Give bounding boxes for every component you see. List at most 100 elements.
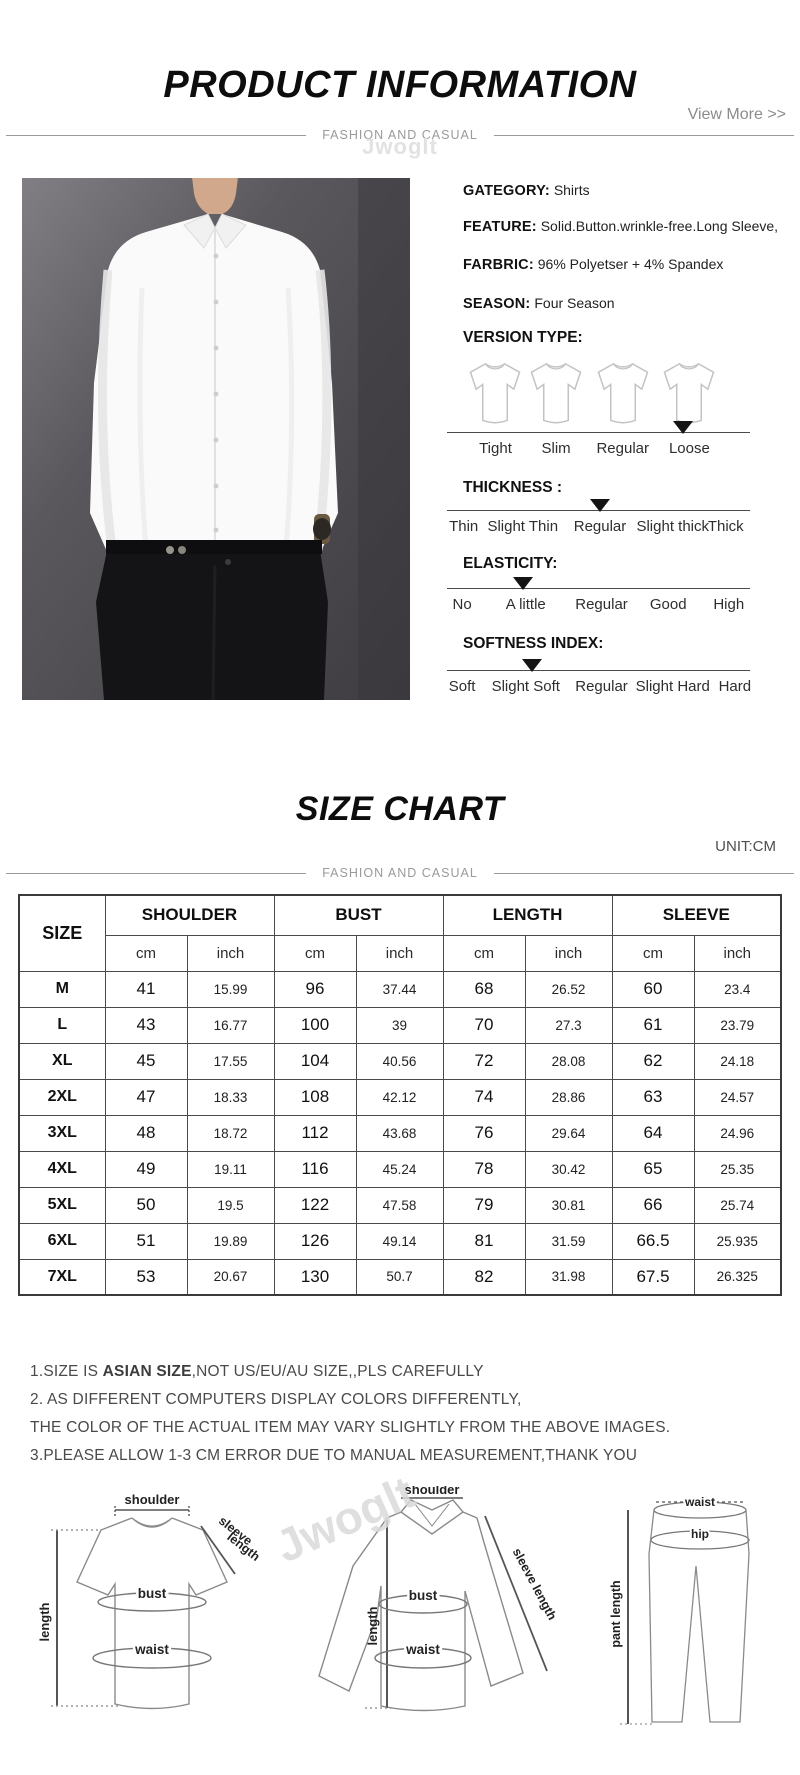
table-cell: 15.99 bbox=[186, 970, 275, 1008]
table-cell: 64 bbox=[611, 1114, 695, 1152]
table-cell: 4XL bbox=[18, 1150, 106, 1188]
table-cell: 5XL bbox=[18, 1186, 106, 1224]
scale-option-label: Slight Thin bbox=[487, 518, 559, 535]
elasticity-scale: No A little Regular Good High bbox=[447, 577, 750, 630]
table-cell: 43 bbox=[104, 1006, 188, 1044]
table-cell: 49 bbox=[104, 1150, 188, 1188]
table-cell: 82 bbox=[442, 1258, 526, 1296]
col-header: SIZE bbox=[18, 894, 106, 972]
table-cell: 3XL bbox=[18, 1114, 106, 1152]
table-cell: 28.86 bbox=[524, 1078, 613, 1116]
table-row: L 43 16.77 100 39 70 27.3 61 23.79 bbox=[18, 1006, 782, 1044]
table-cell: 16.77 bbox=[186, 1006, 275, 1044]
waist-label: waist bbox=[134, 1642, 169, 1657]
table-cell: 47 bbox=[104, 1078, 188, 1116]
tshirt-measure-diagram: shoulder length sleeve length bust waist bbox=[37, 1492, 263, 1710]
brand-watermark: Jwoglt bbox=[362, 134, 438, 159]
table-cell: 68 bbox=[442, 970, 526, 1008]
softness-label: SOFTNESS INDEX: bbox=[463, 635, 604, 652]
table-cell: 70 bbox=[442, 1006, 526, 1044]
table-cell: 65 bbox=[611, 1150, 695, 1188]
table-cell: 51 bbox=[104, 1222, 188, 1260]
table-header-row: SIZE SHOULDER BUST LENGTH SLEEVE bbox=[18, 894, 782, 972]
table-cell: 50 bbox=[104, 1186, 188, 1224]
scale-option-label: A little bbox=[505, 596, 546, 613]
table-cell: 112 bbox=[273, 1114, 357, 1152]
page-title: PRODUCT INFORMATION bbox=[163, 64, 637, 106]
col-header: cm bbox=[611, 934, 695, 972]
tshirt-icon bbox=[525, 360, 587, 426]
asian-size-emphasis: ASIAN SIZE bbox=[102, 1363, 192, 1380]
table-row: 4XL 49 19.11 116 45.24 78 30.42 65 25.35 bbox=[18, 1150, 782, 1188]
thickness-scale: Thin Slight Thin Regular Slight thick Th… bbox=[447, 499, 750, 552]
table-cell: 25.935 bbox=[693, 1222, 782, 1260]
scale-option-label: High bbox=[713, 596, 745, 613]
table-row: 6XL 51 19.89 126 49.14 81 31.59 66.5 25.… bbox=[18, 1222, 782, 1260]
table-cell: 116 bbox=[273, 1150, 357, 1188]
table-cell: 63 bbox=[611, 1078, 695, 1116]
col-header: inch bbox=[524, 934, 613, 972]
selected-marker-icon bbox=[521, 659, 542, 672]
bust-label: bust bbox=[138, 1586, 167, 1601]
version-type-label: VERSION TYPE: bbox=[463, 329, 583, 346]
scale-option-label: Slight thick bbox=[636, 518, 710, 535]
version-type-scale: Tight Slim Regular Loose bbox=[447, 421, 750, 474]
table-cell: 19.89 bbox=[186, 1222, 275, 1260]
pant-length-label: pant length bbox=[609, 1580, 623, 1647]
col-header: LENGTH bbox=[442, 894, 613, 936]
waist-label: waist bbox=[405, 1642, 440, 1657]
col-header: inch bbox=[693, 934, 782, 972]
note-line: 2. AS DIFFERENT COMPUTERS DISPLAY COLORS… bbox=[30, 1391, 522, 1408]
table-cell: 6XL bbox=[18, 1222, 106, 1260]
col-header: cm bbox=[273, 934, 357, 972]
table-row: 3XL 48 18.72 112 43.68 76 29.64 64 24.96 bbox=[18, 1114, 782, 1152]
scale-option-label: Tight bbox=[479, 440, 512, 457]
scale-option-label: Loose bbox=[668, 440, 710, 457]
pants-measure-diagram: waist hip pant length bbox=[609, 1494, 750, 1725]
table-cell: 27.3 bbox=[524, 1006, 613, 1044]
table-row: 7XL 53 20.67 130 50.7 82 31.98 67.5 26.3… bbox=[18, 1258, 782, 1296]
table-cell: 19.5 bbox=[186, 1186, 275, 1224]
table-row: M 41 15.99 96 37.44 68 26.52 60 23.4 bbox=[18, 970, 782, 1008]
spec-season: SEASON: Four Season bbox=[463, 295, 615, 312]
scale-option-label: Regular bbox=[573, 518, 627, 535]
table-cell: 41 bbox=[104, 970, 188, 1008]
col-header: SHOULDER bbox=[104, 894, 275, 936]
scale-option-label: Good bbox=[649, 596, 687, 613]
spec-feature: FEATURE: Solid.Button.wrinkle-free.Long … bbox=[463, 218, 779, 235]
table-cell: 104 bbox=[273, 1042, 357, 1080]
belt bbox=[106, 540, 322, 554]
watch bbox=[313, 514, 331, 544]
table-cell: 26.325 bbox=[693, 1258, 782, 1296]
note-line: 3.PLEASE ALLOW 1-3 CM ERROR DUE TO MANUA… bbox=[30, 1447, 638, 1464]
table-cell: 25.35 bbox=[693, 1150, 782, 1188]
thickness-label: THICKNESS : bbox=[463, 479, 563, 496]
product-photo bbox=[22, 178, 410, 700]
scale-option-label: Slight Soft bbox=[491, 678, 560, 695]
table-cell: 20.67 bbox=[186, 1258, 275, 1296]
table-cell: 18.72 bbox=[186, 1114, 275, 1152]
collar bbox=[214, 213, 247, 249]
spec-category: GATEGORY: Shirts bbox=[463, 182, 590, 199]
tshirt-icon bbox=[658, 360, 720, 426]
table-cell: 30.42 bbox=[524, 1150, 613, 1188]
table-cell: 43.68 bbox=[355, 1114, 444, 1152]
col-header: inch bbox=[186, 934, 275, 972]
table-cell: 19.11 bbox=[186, 1150, 275, 1188]
table-cell: 45.24 bbox=[355, 1150, 444, 1188]
table-cell: 126 bbox=[273, 1222, 357, 1260]
table-cell: 76 bbox=[442, 1114, 526, 1152]
size-notes: 1.SIZE IS ASIAN SIZE,NOT US/EU/AU SIZE,,… bbox=[30, 1358, 775, 1470]
table-cell: 2XL bbox=[18, 1078, 106, 1116]
buttons bbox=[213, 253, 219, 533]
hip-label: hip bbox=[691, 1527, 709, 1541]
col-header: SLEEVE bbox=[611, 894, 782, 936]
table-cell: 62 bbox=[611, 1042, 695, 1080]
table-cell: 130 bbox=[273, 1258, 357, 1296]
table-cell: 66.5 bbox=[611, 1222, 695, 1260]
table-cell: 24.18 bbox=[693, 1042, 782, 1080]
table-cell: 25.74 bbox=[693, 1186, 782, 1224]
table-cell: 23.4 bbox=[693, 970, 782, 1008]
table-cell: L bbox=[18, 1006, 106, 1044]
view-more-link[interactable]: View More >> bbox=[687, 106, 786, 123]
